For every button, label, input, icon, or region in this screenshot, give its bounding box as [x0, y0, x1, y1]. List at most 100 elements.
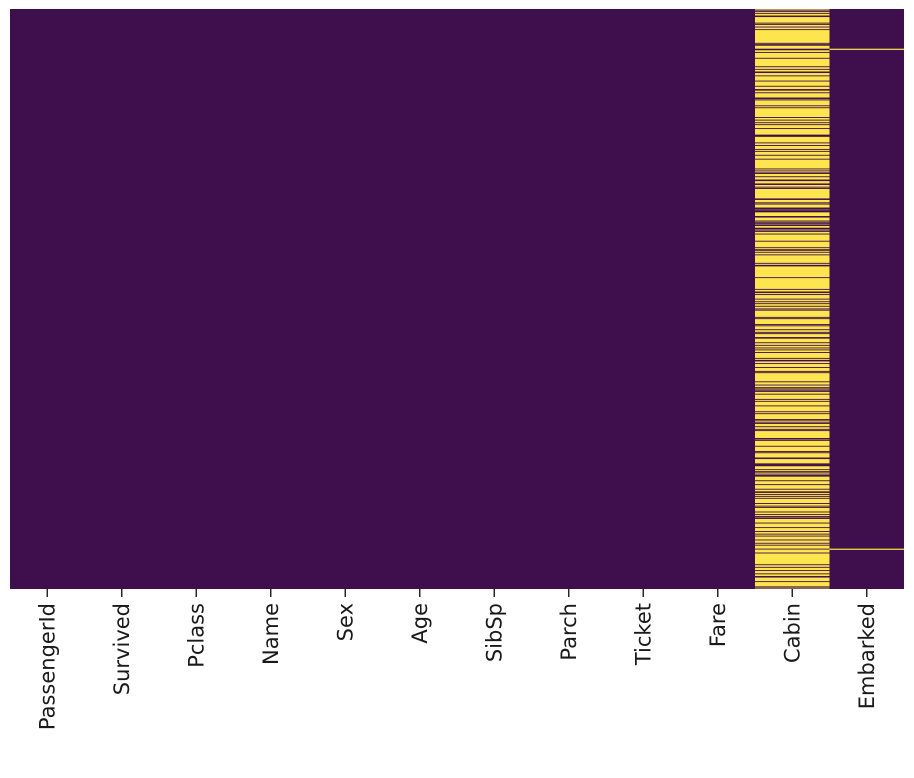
heatmap-cell-cabin-present	[755, 548, 830, 550]
heatmap-cell-cabin-present	[755, 92, 830, 94]
heatmap-cell-cabin-present	[755, 471, 830, 473]
heatmap-cell-cabin-present	[755, 15, 830, 17]
heatmap-cell-cabin-present	[755, 426, 830, 428]
heatmap-cell-cabin-present	[755, 75, 830, 77]
heatmap-cell-cabin-present	[755, 154, 830, 156]
heatmap-cell-cabin-present	[755, 438, 830, 440]
heatmap-cell-cabin-present	[755, 316, 830, 318]
x-tick-label: Sex	[333, 603, 357, 641]
heatmap-cell-cabin-present	[755, 566, 830, 568]
heatmap-cell-embarked-missing	[829, 548, 904, 550]
heatmap-cell-cabin-present	[755, 389, 830, 391]
heatmap-cell-cabin-present	[755, 430, 830, 432]
heatmap-cell-cabin-present	[755, 186, 830, 188]
heatmap-cell-cabin-present	[755, 570, 830, 572]
heatmap-cell-cabin-present	[755, 333, 830, 335]
heatmap-cell-cabin-present	[755, 225, 830, 227]
heatmap-cell-cabin-present	[755, 71, 830, 73]
heatmap-plot-area	[10, 9, 904, 589]
heatmap-cell-cabin-present	[755, 337, 830, 339]
x-tick-label: Name	[259, 603, 283, 665]
heatmap-cell-cabin-present	[755, 457, 830, 459]
heatmap-cell-cabin-present	[755, 381, 830, 383]
heatmap-cell-cabin-present	[755, 324, 830, 325]
heatmap-cell-cabin-present	[755, 347, 830, 349]
heatmap-cell-cabin-present	[755, 463, 830, 465]
heatmap-cell-cabin-present	[755, 458, 830, 460]
heatmap-cell-cabin-present	[755, 586, 830, 588]
heatmap-cell-cabin-present	[755, 573, 830, 575]
heatmap-cell-cabin-present	[755, 363, 830, 365]
heatmap-cell-cabin-present	[755, 531, 830, 532]
heatmap-cell-cabin-present	[755, 208, 830, 210]
heatmap-cell-cabin-present	[755, 203, 830, 205]
heatmap-cell-cabin-present	[755, 85, 830, 87]
heatmap-cell-cabin-present	[755, 492, 830, 493]
heatmap-cell-cabin-present	[755, 176, 830, 178]
heatmap-cell-cabin-present	[755, 179, 830, 181]
heatmap-cell-cabin-present	[755, 405, 830, 407]
heatmap-cell-cabin-present	[755, 207, 830, 209]
heatmap-cell-cabin-present	[755, 391, 830, 393]
heatmap-cell-cabin-present	[755, 488, 830, 490]
heatmap-cell-cabin-present	[755, 318, 830, 320]
heatmap-cell-cabin-present	[755, 360, 830, 362]
heatmap-cell-cabin-present	[755, 42, 830, 44]
heatmap-cell-cabin-present	[755, 117, 830, 118]
heatmap-cell-cabin-present	[755, 240, 830, 242]
heatmap-cell-cabin-present	[755, 12, 830, 14]
heatmap-cell-cabin-present	[755, 198, 830, 200]
heatmap-cell-cabin-present	[755, 148, 830, 150]
heatmap-cell-embarked-missing	[829, 48, 904, 50]
heatmap-cell-cabin-present	[755, 581, 830, 583]
heatmap-cell-cabin-present	[755, 16, 830, 18]
heatmap-cell-cabin-present	[755, 170, 830, 172]
heatmap-cell-cabin-present	[755, 249, 830, 251]
heatmap-cell-cabin-present	[755, 288, 830, 290]
heatmap-cell-cabin-present	[755, 544, 830, 546]
heatmap-cell-cabin-present	[755, 564, 830, 566]
heatmap-cell-cabin-present	[755, 22, 830, 24]
heatmap-cell-cabin-present	[755, 247, 830, 249]
heatmap-cell-cabin-present	[755, 450, 830, 452]
heatmap-cell-cabin-present	[755, 301, 830, 303]
heatmap-cell-cabin-present	[755, 291, 830, 293]
heatmap-cell-cabin-present	[755, 80, 830, 82]
heatmap-cell-cabin-present	[755, 349, 830, 351]
heatmap-cell-cabin-present	[755, 173, 830, 174]
heatmap-cell-cabin-present	[755, 370, 830, 372]
heatmap-cell-cabin-present	[755, 576, 830, 578]
heatmap-cell-cabin-present	[755, 227, 830, 229]
heatmap-cell-cabin-present	[755, 452, 830, 454]
heatmap-cell-cabin-present	[755, 384, 830, 386]
heatmap-cell-cabin-present	[755, 505, 830, 507]
x-tick-label: Parch	[557, 603, 581, 661]
heatmap-cell-cabin-present	[755, 298, 830, 300]
heatmap-cell-cabin-present	[755, 413, 830, 415]
heatmap-cell-cabin-present	[755, 422, 830, 424]
heatmap-cell-cabin-present	[755, 49, 830, 51]
heatmap-cell-cabin-present	[755, 220, 830, 222]
heatmap-cell-cabin-present	[755, 68, 830, 70]
heatmap-cell-cabin-present	[755, 465, 830, 467]
heatmap-cell-cabin-present	[755, 158, 830, 160]
heatmap-cell-cabin-present	[755, 180, 830, 182]
x-tick-label: Ticket	[631, 603, 655, 666]
heatmap-cell-cabin-present	[755, 503, 830, 504]
heatmap-cell-cabin-present	[755, 516, 830, 517]
heatmap-cell-cabin-present	[755, 398, 830, 400]
heatmap-cell-cabin-present	[755, 183, 830, 185]
heatmap-cell-cabin-present	[755, 221, 830, 223]
x-tick-label: Fare	[706, 603, 730, 647]
heatmap-cell-cabin-present	[755, 472, 830, 474]
heatmap-cell-cabin-present	[755, 411, 830, 413]
heatmap-cell-cabin-present	[755, 9, 830, 11]
heatmap-cell-cabin-present	[755, 26, 830, 28]
heatmap-cell-cabin-present	[755, 359, 830, 361]
heatmap-cell-cabin-present	[755, 294, 830, 296]
x-tick-label: Cabin	[780, 603, 804, 663]
heatmap-cell-cabin-present	[755, 251, 830, 253]
heatmap-cell-cabin-present	[755, 51, 830, 53]
heatmap-cell-cabin-present	[755, 497, 830, 499]
heatmap-cell-cabin-present	[755, 224, 830, 226]
